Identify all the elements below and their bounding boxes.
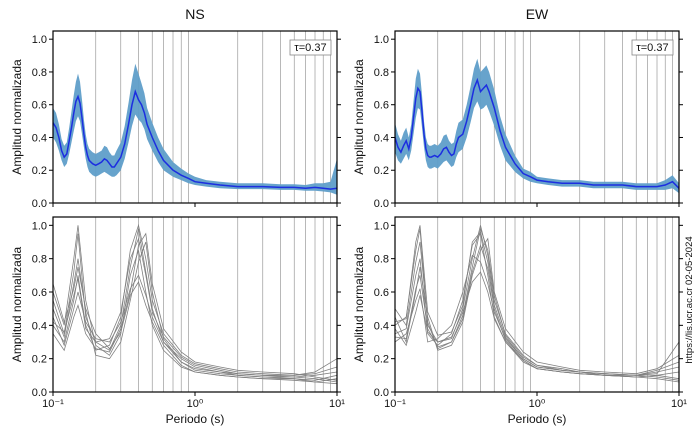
record-line-6 bbox=[52, 232, 338, 381]
record-line-7 bbox=[394, 225, 680, 378]
y-tick-label: 0.8 bbox=[374, 254, 389, 266]
y-tick-label: 0.2 bbox=[374, 354, 389, 366]
y-axis-label: Amplitud normalizada bbox=[352, 59, 366, 175]
panel-top-left: 0.0 0.2 0.4 0.6 0.8 1.0 Amplitud normalizada NS… bbox=[10, 6, 341, 210]
x-tick-label: 10⁻¹ bbox=[384, 398, 406, 410]
tau-box bbox=[289, 39, 332, 56]
panel-title: EW bbox=[526, 6, 549, 22]
x-axis-label: Periodo (s) bbox=[166, 412, 225, 426]
x-tick-label: 10⁻¹ bbox=[42, 398, 64, 410]
y-tick-label: 0.2 bbox=[32, 354, 47, 366]
x-axis-label: Periodo (s) bbox=[508, 412, 567, 426]
panel-bottom-left: 0.0 0.2 0.4 0.6 0.8 1.0 10⁻¹ 10⁰ 10¹ Amplitud nor… bbox=[10, 216, 345, 426]
y-tick-label: 0.0 bbox=[374, 387, 389, 399]
record-line-8 bbox=[394, 243, 680, 376]
x-tick-label: 10¹ bbox=[671, 398, 687, 410]
record-line-5 bbox=[394, 227, 680, 376]
y-tick-label: 0.6 bbox=[374, 100, 389, 112]
y-tick-label: 0.2 bbox=[374, 165, 389, 177]
credit-text: https://lis.ucr.ac.cr 02-05-2024 bbox=[684, 236, 695, 363]
x-tick-label: 10⁰ bbox=[529, 398, 546, 410]
y-tick-label: 0.8 bbox=[374, 67, 389, 79]
y-tick-label: 0.4 bbox=[374, 320, 389, 332]
y-tick-label: 0.6 bbox=[374, 287, 389, 299]
y-tick-label: 0.6 bbox=[32, 287, 47, 299]
record-line-8 bbox=[52, 237, 338, 376]
x-tick-label: 10⁰ bbox=[187, 398, 204, 410]
y-tick-label: 0.0 bbox=[374, 198, 389, 210]
y-tick-label: 0.2 bbox=[32, 165, 47, 177]
record-line-5 bbox=[52, 241, 338, 378]
mean-line bbox=[52, 89, 338, 190]
y-tick-label: 1.0 bbox=[32, 34, 47, 46]
y-tick-label: 1.0 bbox=[374, 220, 389, 232]
y-tick-label: 0.8 bbox=[32, 254, 47, 266]
panel-bottom-right: 0.0 0.2 0.4 0.6 0.8 1.0 10⁻¹ 10⁰ 10¹ Amplitud nor… bbox=[352, 216, 687, 426]
mean-line bbox=[394, 77, 680, 189]
tau-label: τ=0.37 bbox=[294, 42, 326, 54]
y-axis-label: Amplitud normalizada bbox=[352, 246, 366, 362]
panel-top-right: 0.0 0.2 0.4 0.6 0.8 1.0 Amplitud normalizada EW… bbox=[352, 6, 683, 210]
y-tick-label: 0.6 bbox=[32, 100, 47, 112]
record-line-3 bbox=[52, 223, 338, 376]
y-tick-label: 0.4 bbox=[374, 132, 389, 144]
y-tick-label: 0.4 bbox=[32, 132, 47, 144]
tau-label: τ=0.37 bbox=[636, 42, 668, 54]
panel-title: NS bbox=[185, 6, 204, 22]
tau-box bbox=[631, 39, 674, 56]
y-tick-label: 0.0 bbox=[32, 198, 47, 210]
record-line-3 bbox=[394, 237, 680, 375]
record-line-7 bbox=[52, 266, 338, 385]
y-tick-label: 1.0 bbox=[374, 34, 389, 46]
y-tick-label: 0.8 bbox=[32, 67, 47, 79]
y-axis-label: Amplitud normalizada bbox=[10, 246, 24, 362]
y-tick-label: 0.4 bbox=[32, 320, 47, 332]
y-tick-label: 0.0 bbox=[32, 387, 47, 399]
y-tick-label: 1.0 bbox=[32, 220, 47, 232]
x-tick-label: 10¹ bbox=[329, 398, 345, 410]
y-axis-label: Amplitud normalizada bbox=[10, 59, 24, 175]
